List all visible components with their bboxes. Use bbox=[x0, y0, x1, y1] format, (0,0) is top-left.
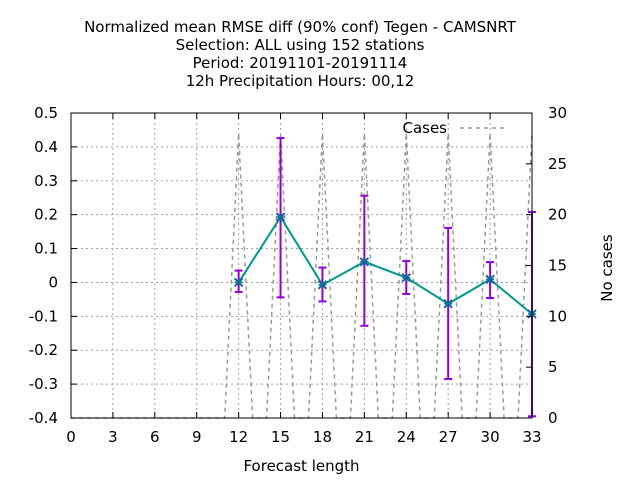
cases-series bbox=[71, 133, 533, 419]
y-tick-label: 0.1 bbox=[34, 240, 58, 258]
legend: Cases bbox=[402, 119, 505, 137]
x-tick-label: 6 bbox=[150, 428, 160, 446]
y-tick-label: -0.2 bbox=[29, 341, 58, 359]
y-tick-label: 0.5 bbox=[34, 104, 58, 122]
rmse-series bbox=[233, 137, 537, 418]
title-line: 12h Precipitation Hours: 00,12 bbox=[186, 72, 415, 90]
x-tick-label: 12 bbox=[229, 428, 248, 446]
y-tick-label: 0.3 bbox=[34, 172, 58, 190]
y2-tick-label: 25 bbox=[548, 155, 567, 173]
y2-axis-label: No cases bbox=[598, 234, 616, 302]
title-line: Period: 20191101-20191114 bbox=[193, 54, 408, 72]
y-tick-label: -0.3 bbox=[29, 375, 58, 393]
y2-tick-label: 10 bbox=[548, 307, 567, 325]
y-tick-label: 0.4 bbox=[34, 138, 58, 156]
grid bbox=[71, 113, 532, 418]
y-tick-label: -0.4 bbox=[29, 409, 58, 427]
y-tick-label: 0 bbox=[48, 273, 58, 291]
y-tick-label: -0.1 bbox=[29, 307, 58, 325]
axis-ticks: 0 3 6 9 12 15 18 21 24 27 30 33 -0.4 -0.3 -0.2 -0.1 0 0.1… bbox=[29, 104, 567, 446]
y-tick-label: 0.2 bbox=[34, 206, 58, 224]
rmse-line bbox=[237, 215, 533, 315]
x-tick-label: 27 bbox=[439, 428, 458, 446]
y2-tick-label: 0 bbox=[548, 409, 558, 427]
y2-tick-label: 15 bbox=[548, 257, 567, 275]
legend-label: Cases bbox=[402, 119, 447, 137]
title-line: Selection: ALL using 152 stations bbox=[176, 36, 425, 54]
plot-frame bbox=[70, 112, 533, 419]
x-tick-label: 33 bbox=[522, 428, 541, 446]
x-tick-label: 15 bbox=[271, 428, 290, 446]
x-tick-label: 21 bbox=[355, 428, 374, 446]
y2-tick-label: 5 bbox=[548, 358, 558, 376]
title-line: Normalized mean RMSE diff (90% conf) Teg… bbox=[84, 18, 517, 36]
x-axis-label: Forecast length bbox=[243, 457, 359, 475]
cases-line bbox=[71, 133, 533, 419]
x-tick-label: 30 bbox=[481, 428, 500, 446]
x-tick-label: 3 bbox=[108, 428, 118, 446]
y2-tick-label: 30 bbox=[548, 104, 567, 122]
chart-title: Normalized mean RMSE diff (90% conf) Teg… bbox=[84, 18, 517, 90]
x-tick-label: 24 bbox=[397, 428, 416, 446]
y2-tick-label: 20 bbox=[548, 206, 567, 224]
x-tick-label: 18 bbox=[313, 428, 332, 446]
x-tick-label: 9 bbox=[192, 428, 202, 446]
x-tick-label: 0 bbox=[66, 428, 76, 446]
